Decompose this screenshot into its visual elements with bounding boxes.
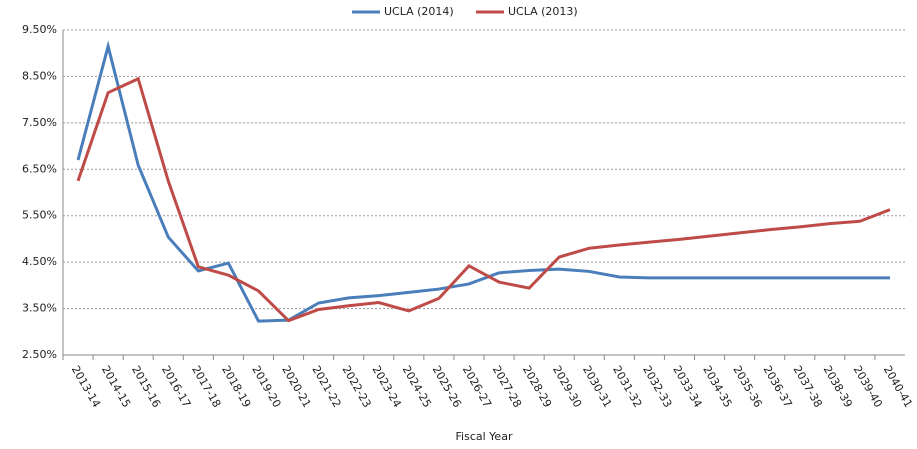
y-tick-label: 4.50%: [22, 255, 57, 268]
x-tick-label: 2036-37: [760, 364, 794, 410]
x-tick-label: 2022-23: [339, 364, 373, 410]
x-tick-label: 2039-40: [851, 364, 885, 410]
x-tick-label: 2025-26: [430, 364, 464, 410]
x-tick-label: 2035-36: [730, 364, 764, 410]
y-tick-label: 8.50%: [22, 69, 57, 82]
legend-label: UCLA (2014): [384, 5, 454, 18]
x-tick-label: 2015-16: [129, 364, 163, 410]
x-tick-label: 2023-24: [370, 364, 404, 410]
y-tick-label: 3.50%: [22, 302, 57, 315]
x-tick-label: 2028-29: [520, 364, 554, 410]
x-tick-label: 2027-28: [490, 364, 524, 410]
x-tick-label: 2019-20: [249, 364, 283, 410]
x-tick-label: 2013-14: [69, 364, 103, 410]
y-tick-label: 2.50%: [22, 348, 57, 361]
x-tick-label: 2040-41: [881, 364, 915, 410]
x-tick-label: 2014-15: [99, 364, 133, 410]
x-tick-label: 2024-25: [400, 364, 434, 410]
x-tick-label: 2031-32: [610, 364, 644, 410]
x-tick-label: 2032-33: [640, 364, 674, 410]
x-tick-label: 2026-27: [460, 364, 494, 410]
x-tick-label: 2029-30: [550, 364, 584, 410]
legend-label: UCLA (2013): [508, 5, 578, 18]
x-tick-label: 2016-17: [159, 364, 193, 410]
x-tick-label: 2021-22: [309, 364, 343, 410]
x-tick-label: 2033-34: [670, 364, 704, 410]
x-axis-title: Fiscal Year: [456, 430, 513, 443]
y-tick-label: 9.50%: [22, 23, 57, 36]
x-tick-label: 2017-18: [189, 364, 223, 410]
x-tick-label: 2034-35: [700, 364, 734, 410]
series-line: [76, 40, 890, 323]
y-tick-label: 6.50%: [22, 162, 57, 175]
x-tick-label: 2038-39: [821, 364, 855, 410]
x-tick-label: 2037-38: [791, 364, 825, 410]
y-tick-label: 5.50%: [22, 209, 57, 222]
y-tick-label: 7.50%: [22, 116, 57, 129]
x-tick-label: 2020-21: [279, 364, 313, 410]
series-line: [76, 76, 891, 323]
x-tick-label: 2018-19: [219, 364, 253, 410]
x-tick-label: 2030-31: [580, 364, 614, 410]
